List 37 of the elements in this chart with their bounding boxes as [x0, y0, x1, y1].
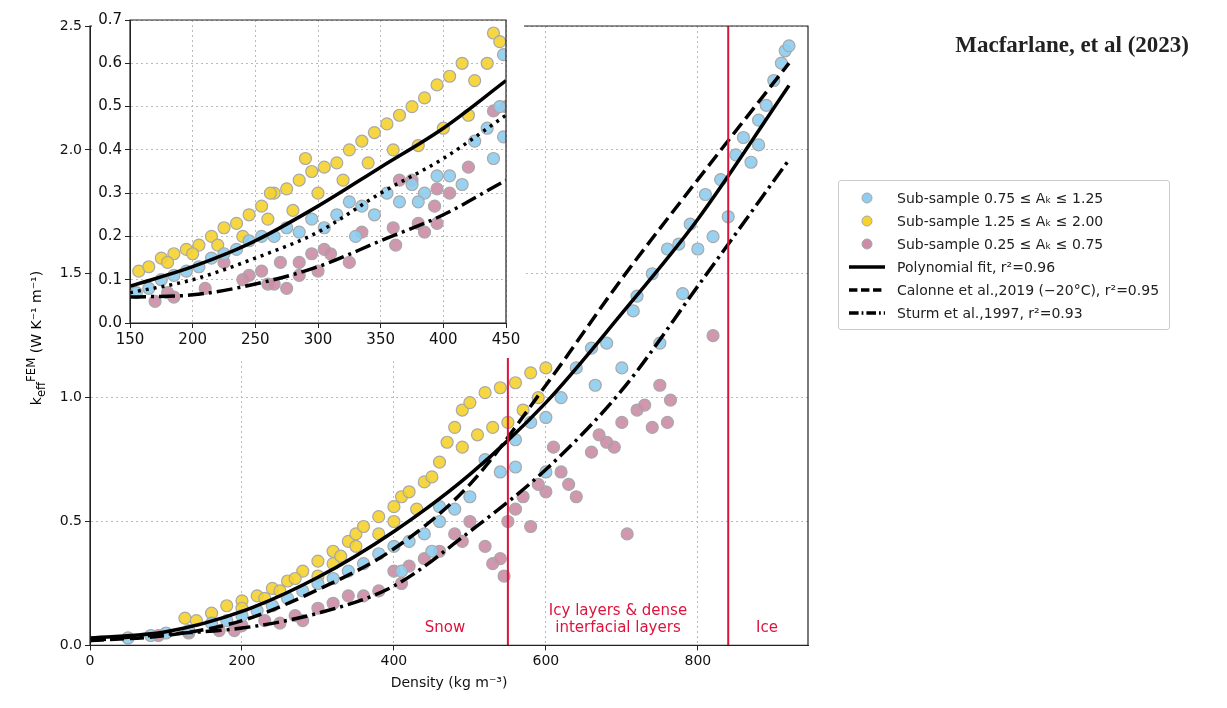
legend-label: Sub-sample 0.25 ≤ Aₖ ≤ 0.75: [897, 235, 1104, 252]
y-tick-label: 0.6: [98, 53, 122, 72]
y-tick-label: 1.5: [59, 264, 82, 281]
y-tick-label: 0.5: [98, 96, 122, 115]
x-tick-label: 800: [684, 652, 712, 669]
x-tick-label: 350: [366, 329, 395, 348]
legend-label: Polynomial fit, r²=0.96: [897, 258, 1056, 275]
x-tick-label: 250: [241, 329, 270, 348]
legend-label: Calonne et al.,2019 (−20°C), r²=0.95: [897, 281, 1160, 298]
y-tick-label: 2.5: [59, 16, 82, 33]
x-tick-label: 200: [178, 329, 207, 348]
x-tick-label: 400: [429, 329, 458, 348]
x-axis-title: Density (kg m⁻³): [390, 674, 508, 691]
x-tick-label: 400: [380, 652, 408, 669]
legend-label: Sturm et al.,1997, r²=0.93: [897, 304, 1083, 321]
y-tick-label: 0.0: [59, 636, 82, 653]
x-tick-label: 450: [491, 329, 521, 348]
text: Macfarlane, et al (2023): [955, 32, 1189, 58]
y-tick-label: 0.4: [98, 139, 122, 158]
legend-label: Sub-sample 0.75 ≤ Aₖ ≤ 1.25: [897, 189, 1104, 206]
legend-label: Sub-sample 1.25 ≤ Aₖ ≤ 2.00: [897, 212, 1104, 229]
x-tick-label: 200: [228, 652, 256, 669]
annotation: Snow: [424, 618, 466, 636]
annotation: Ice: [756, 618, 778, 636]
x-tick-label: 300: [303, 329, 333, 348]
annotation: Icy layers & dense interfacial layers: [548, 601, 688, 636]
y-tick-label: 1.0: [59, 388, 82, 405]
y-tick-label: 0.1: [98, 269, 122, 288]
y-tick-label: 2.0: [59, 140, 82, 157]
x-tick-label: 0: [85, 652, 95, 669]
y-tick-label: 0.5: [59, 512, 82, 529]
x-tick-label: 600: [532, 652, 560, 669]
y-tick-label: 0.2: [98, 226, 122, 245]
y-tick-label: 0.7: [98, 9, 122, 28]
x-tick-label: 150: [115, 329, 145, 348]
y-tick-label: 0.0: [98, 312, 122, 331]
y-tick-label: 0.3: [98, 183, 122, 202]
